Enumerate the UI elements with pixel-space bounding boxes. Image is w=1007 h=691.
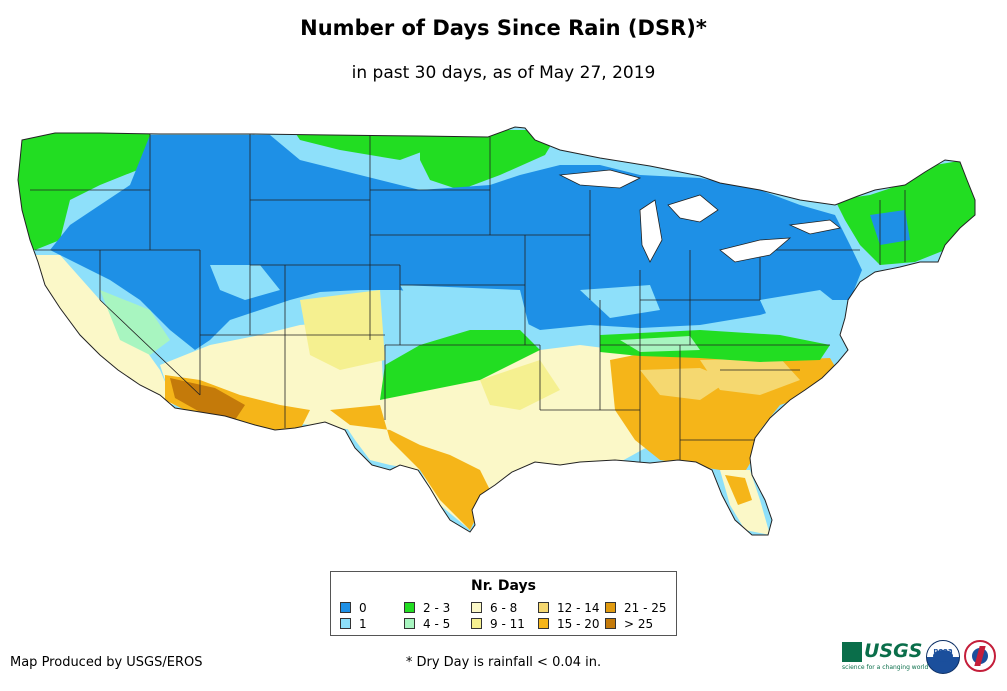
- legend-label: 0: [359, 601, 367, 615]
- legend: Nr. Days 0 1 2 - 3 4 - 5 6 - 8 9 - 11 12…: [330, 571, 677, 636]
- legend-label: > 25: [624, 617, 654, 631]
- legend-label: 15 - 20: [557, 617, 600, 631]
- legend-label: 21 - 25: [624, 601, 667, 615]
- map-credit: Map Produced by USGS/EROS: [10, 655, 203, 670]
- noaa-logo: noaa: [926, 640, 960, 674]
- legend-swatch: [605, 602, 616, 613]
- map-title: Number of Days Since Rain (DSR)*: [300, 16, 707, 40]
- legend-label: 12 - 14: [557, 601, 600, 615]
- dsr-fill: [18, 127, 975, 535]
- map-subtitle: in past 30 days, as of May 27, 2019: [351, 63, 656, 83]
- legend-swatch: [471, 602, 482, 613]
- nws-icon: [964, 640, 996, 672]
- dry-day-footnote: * Dry Day is rainfall < 0.04 in.: [405, 655, 602, 670]
- legend-swatch: [340, 618, 351, 629]
- legend-swatch: [340, 602, 351, 613]
- great-lakes: [558, 169, 841, 263]
- legend-label: 6 - 8: [490, 601, 518, 615]
- legend-swatch: [538, 618, 549, 629]
- legend-swatch: [404, 618, 415, 629]
- legend-label: 9 - 11: [490, 617, 525, 631]
- legend-swatch: [471, 618, 482, 629]
- legend-label: 1: [359, 617, 367, 631]
- legend-label: 2 - 3: [423, 601, 451, 615]
- legend-swatch: [404, 602, 415, 613]
- legend-swatch: [538, 602, 549, 613]
- legend-title: Nr. Days: [471, 578, 536, 594]
- state-boundaries: [17, 126, 976, 536]
- legend-label: 4 - 5: [423, 617, 451, 631]
- usgs-logo: USGS science for a changing world: [842, 640, 929, 671]
- usgs-mark-icon: [842, 642, 862, 662]
- legend-swatch: [605, 618, 616, 629]
